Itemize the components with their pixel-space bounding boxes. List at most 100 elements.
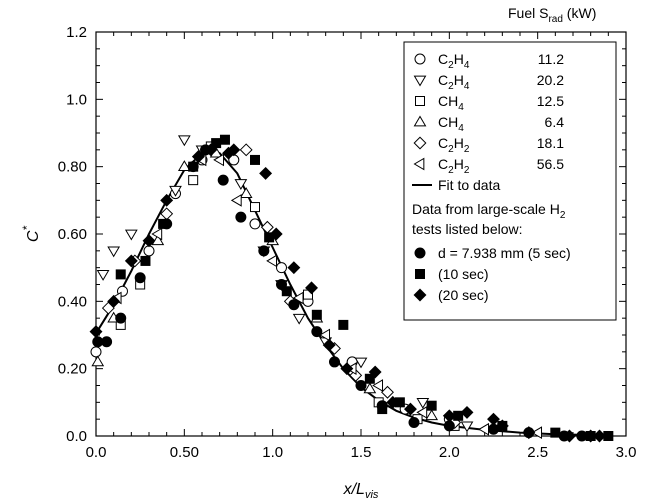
data-point-diamond-filled	[442, 409, 456, 423]
x-tick-label: 1.5	[351, 444, 372, 461]
legend-header-unit: (kW)	[563, 5, 596, 21]
data-point-circle-filled	[217, 174, 229, 186]
data-point-triangle-down-open	[460, 421, 474, 433]
data-point-triangle-down-open	[124, 229, 138, 241]
data-point-circle-filled	[115, 312, 127, 324]
data-point-square-open	[188, 175, 199, 186]
legend-box	[403, 41, 617, 321]
data-point-diamond-filled	[259, 166, 273, 180]
legend-fuel-label: C2H2	[438, 156, 470, 176]
data-point-triangle-left-open	[151, 227, 163, 241]
legend-fuel-part: C	[438, 156, 448, 172]
legend-note-line1-sub: 2	[560, 210, 566, 221]
legend-fit-label: Fit to data	[438, 177, 500, 193]
legend-fuel-part: 2	[448, 165, 454, 176]
data-point-circle-filled	[408, 417, 420, 429]
data-point-square-filled	[158, 218, 169, 229]
legend-fuel-value: 56.5	[537, 156, 564, 172]
data-point-diamond-filled	[404, 402, 417, 416]
legend-fuel-part: C	[438, 51, 448, 67]
legend-note-line1-text: Data from large-scale H	[412, 201, 560, 217]
data-point-circle-filled	[235, 211, 247, 223]
data-point-square-filled	[338, 319, 349, 330]
data-point-diamond-filled	[269, 227, 283, 241]
data-point-triangle-left-open	[372, 379, 384, 392]
data-point-triangle-down-open	[354, 357, 368, 369]
x-tick-label: 1.0	[262, 444, 283, 461]
data-point-diamond-filled	[368, 365, 382, 379]
y-tick-label: 1.2	[66, 24, 87, 41]
data-point-circle-filled	[134, 272, 146, 284]
data-point-diamond-filled	[386, 395, 400, 409]
data-point-diamond-open	[381, 385, 394, 399]
data-point-triangle-left-open	[230, 193, 242, 207]
legend-fuel-part: H	[454, 51, 464, 67]
data-point-triangle-left-open	[416, 406, 428, 419]
data-point-circle-filled	[329, 356, 340, 368]
data-point-square-filled	[377, 404, 388, 415]
legend-test-label: (20 sec)	[438, 287, 489, 303]
data-point-diamond-open	[260, 220, 274, 234]
x-axis-title: x/Lvis	[343, 481, 379, 500]
legend-fuel-part: C	[438, 135, 448, 151]
data-point-triangle-up-open	[91, 355, 105, 367]
data-point-square-filled	[140, 255, 151, 266]
y-tick-label: 0.0	[66, 428, 87, 445]
data-point-square-filled	[250, 154, 260, 165]
data-point-triangle-left-open	[319, 328, 331, 342]
data-point-diamond-filled	[204, 143, 218, 157]
data-point-triangle-down-open	[292, 313, 306, 325]
data-point-circle-filled	[288, 299, 300, 311]
data-point-triangle-left-open	[478, 422, 490, 436]
legend-fuel-part: 2	[464, 144, 470, 155]
data-point-triangle-left-open	[292, 291, 304, 305]
data-point-square-filled	[115, 269, 126, 280]
data-point-square-filled	[311, 309, 322, 320]
data-point-diamond-filled	[287, 261, 301, 275]
legend-fuel-part: H	[454, 135, 464, 151]
data-point-triangle-down-open	[107, 246, 121, 258]
data-points	[89, 134, 614, 443]
legend-fuel-label: C2H4	[438, 51, 470, 71]
data-point-triangle-left-open	[531, 426, 543, 440]
y-axis-title: C*	[20, 226, 42, 243]
data-point-square-filled	[426, 400, 437, 411]
data-point-diamond-filled	[89, 325, 103, 339]
x-tick-label: 0.0	[86, 444, 107, 461]
data-point-circle-filled	[443, 420, 455, 432]
legend-fuel-part: 2	[448, 60, 454, 71]
y-tick-label: 0.80	[58, 159, 87, 176]
legend-fuel-label: CH4	[438, 93, 464, 113]
data-point-triangle-down-open	[413, 75, 427, 87]
data-point-diamond-filled	[142, 234, 156, 248]
x-axis: 0.0 0.50 1.0 1.5 2.0 2.5 3.0	[86, 32, 636, 461]
data-point-diamond-filled	[124, 254, 138, 268]
x-tick-label: 0.50	[170, 444, 199, 461]
data-point-triangle-down-open	[96, 270, 110, 281]
legend-fuel-part: CH	[438, 93, 458, 109]
legend-fuel-label: C2H2	[438, 135, 470, 155]
data-point-triangle-down-open	[177, 135, 191, 147]
data-point-diamond-filled	[192, 150, 205, 164]
data-point-circle-filled	[355, 380, 367, 391]
data-point-circle-filled	[258, 245, 270, 257]
legend-note-line2: tests listed below:	[412, 221, 523, 237]
data-point-triangle-up-open	[413, 115, 427, 127]
x-tick-label: 2.5	[527, 444, 548, 461]
data-point-circle-filled	[101, 336, 113, 348]
legend-fuel-part: 2	[448, 144, 454, 155]
legend-fuel-value: 12.5	[537, 93, 564, 109]
data-point-circle-open	[414, 53, 426, 65]
data-point-triangle-up-open	[425, 409, 439, 421]
data-point-circle-filled	[311, 326, 323, 338]
data-point-diamond-filled	[460, 405, 474, 419]
legend-fuel-part: 2	[464, 165, 470, 176]
data-point-diamond-filled	[522, 426, 536, 440]
y-axis-title-sup: *	[20, 226, 34, 231]
y-tick-label: 0.40	[58, 293, 87, 310]
data-point-square-filled	[415, 269, 425, 279]
data-point-diamond-filled	[322, 338, 336, 352]
